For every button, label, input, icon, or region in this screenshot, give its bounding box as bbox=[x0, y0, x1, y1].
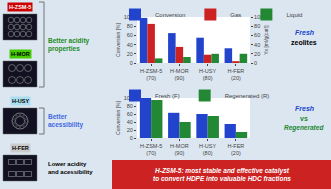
svg-text:H-FER(20): H-FER(20) bbox=[227, 68, 244, 81]
svg-text:Conversion [%]: Conversion [%] bbox=[115, 100, 121, 135]
svg-text:Fresh: Fresh bbox=[295, 105, 314, 112]
svg-text:100: 100 bbox=[254, 13, 264, 20]
svg-text:vs: vs bbox=[300, 115, 308, 122]
svg-text:H-USY: H-USY bbox=[12, 98, 29, 104]
svg-text:0: 0 bbox=[254, 60, 257, 66]
svg-text:20: 20 bbox=[254, 51, 260, 57]
svg-text:80: 80 bbox=[127, 103, 133, 109]
svg-text:H-FER(20): H-FER(20) bbox=[227, 143, 244, 156]
svg-text:40: 40 bbox=[127, 119, 133, 125]
svg-text:Betteracessibility: Betteracessibility bbox=[48, 113, 83, 129]
svg-text:Fresh: Fresh bbox=[295, 29, 314, 36]
svg-text:80: 80 bbox=[254, 23, 260, 29]
svg-text:20: 20 bbox=[127, 127, 133, 133]
svg-text:Better acidityproperties: Better acidityproperties bbox=[48, 37, 90, 53]
svg-text:0: 0 bbox=[130, 60, 133, 66]
svg-text:Regenerated: Regenerated bbox=[284, 124, 324, 132]
svg-text:60: 60 bbox=[127, 32, 133, 38]
svg-text:H-ZSM-5(70): H-ZSM-5(70) bbox=[140, 143, 162, 156]
svg-text:zeolites: zeolites bbox=[291, 39, 317, 46]
svg-text:80: 80 bbox=[127, 23, 133, 29]
svg-text:H-ZSM-5(70): H-ZSM-5(70) bbox=[140, 68, 162, 81]
svg-text:100: 100 bbox=[123, 94, 133, 101]
svg-text:H-MOR: H-MOR bbox=[11, 51, 30, 57]
svg-text:40: 40 bbox=[127, 42, 133, 48]
svg-text:Liquid: Liquid bbox=[286, 12, 302, 18]
svg-text:Gas: Gas bbox=[230, 12, 241, 18]
svg-text:Yx [ml/g(cat)]: Yx [ml/g(cat)] bbox=[263, 25, 269, 55]
svg-text:Fresh (F): Fresh (F) bbox=[155, 93, 180, 99]
svg-text:0: 0 bbox=[130, 135, 133, 141]
svg-text:H-USY(80): H-USY(80) bbox=[199, 143, 216, 156]
svg-text:60: 60 bbox=[127, 111, 133, 117]
svg-text:H-USY(80): H-USY(80) bbox=[199, 68, 216, 81]
svg-text:Conversion [%]: Conversion [%] bbox=[115, 22, 121, 57]
svg-text:H-ZSM-5: H-ZSM-5 bbox=[9, 4, 31, 10]
svg-text:H-ZSM-5: most stable and effec: H-ZSM-5: most stable and effective catal… bbox=[153, 167, 291, 182]
svg-text:Regenerated (R): Regenerated (R) bbox=[225, 93, 270, 99]
svg-text:Conversion: Conversion bbox=[155, 12, 185, 18]
svg-text:40: 40 bbox=[254, 42, 260, 48]
svg-text:H-MOR(90): H-MOR(90) bbox=[170, 143, 189, 156]
svg-text:20: 20 bbox=[127, 51, 133, 57]
svg-text:H-FER: H-FER bbox=[12, 145, 29, 151]
svg-text:Lower acidityand acessibility: Lower acidityand acessibility bbox=[48, 161, 93, 175]
svg-text:100: 100 bbox=[123, 13, 133, 20]
svg-text:H-MOR(90): H-MOR(90) bbox=[170, 68, 189, 81]
svg-text:60: 60 bbox=[254, 32, 260, 38]
